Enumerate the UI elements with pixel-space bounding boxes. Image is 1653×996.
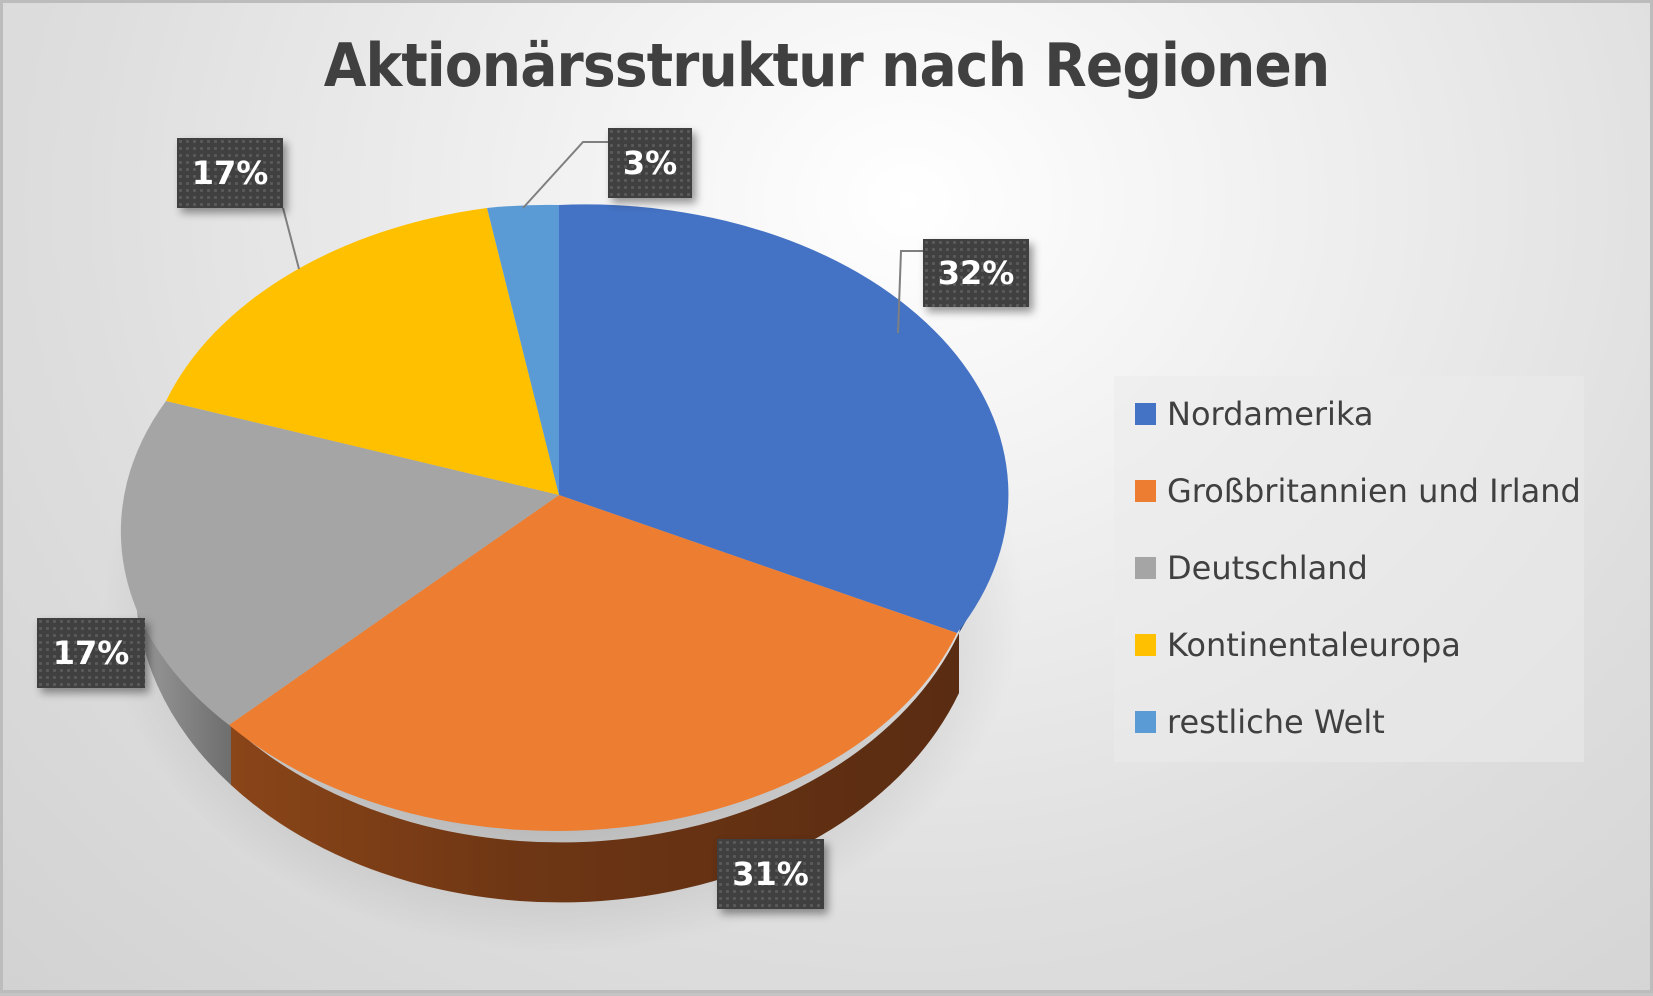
data-label-kontinentaleuropa: 17% bbox=[177, 138, 283, 208]
legend-item-grossbritannien[interactable]: Großbritannien und Irland bbox=[1135, 471, 1581, 511]
legend-item-kontinentaleuropa[interactable]: Kontinentaleuropa bbox=[1135, 625, 1461, 665]
legend-item-nordamerika[interactable]: Nordamerika bbox=[1135, 394, 1374, 434]
legend-label: Kontinentaleuropa bbox=[1167, 626, 1461, 664]
legend-item-restliche-welt[interactable]: restliche Welt bbox=[1135, 702, 1385, 742]
legend-swatch bbox=[1135, 634, 1156, 656]
slice-side-grossbritannien bbox=[231, 633, 959, 903]
legend-swatch bbox=[1135, 403, 1156, 425]
legend-swatch bbox=[1135, 480, 1156, 502]
chart-title: Aktionärsstruktur nach Regionen bbox=[323, 31, 1330, 101]
pie-chart bbox=[103, 141, 1023, 953]
legend-label: restliche Welt bbox=[1167, 703, 1385, 741]
leader-line-kontinentaleuropa bbox=[282, 207, 300, 270]
legend-swatch bbox=[1135, 557, 1156, 579]
legend-label: Nordamerika bbox=[1167, 395, 1374, 433]
legend-label: Deutschland bbox=[1167, 549, 1368, 587]
slice-kontinentaleuropa[interactable] bbox=[166, 208, 559, 495]
legend-swatch bbox=[1135, 711, 1156, 733]
data-label-restliche-welt: 3% bbox=[608, 128, 692, 198]
slice-side-deutschland bbox=[135, 513, 231, 785]
legend-label: Großbritannien und Irland bbox=[1167, 472, 1581, 510]
leader-line-nordamerika bbox=[897, 250, 923, 334]
legend-item-deutschland[interactable]: Deutschland bbox=[1135, 548, 1368, 588]
leader-line-restliche-welt bbox=[522, 141, 608, 209]
data-label-grossbritannien: 31% bbox=[717, 839, 824, 909]
data-label-nordamerika: 32% bbox=[923, 239, 1029, 307]
legend: Nordamerika Großbritannien und Irland De… bbox=[1114, 376, 1584, 762]
slice-nordamerika[interactable] bbox=[559, 204, 1009, 633]
slice-grossbritannien[interactable] bbox=[229, 495, 957, 831]
slice-restliche-welt[interactable] bbox=[487, 204, 559, 495]
data-label-deutschland: 17% bbox=[37, 618, 145, 688]
slice-deutschland[interactable] bbox=[120, 401, 559, 725]
